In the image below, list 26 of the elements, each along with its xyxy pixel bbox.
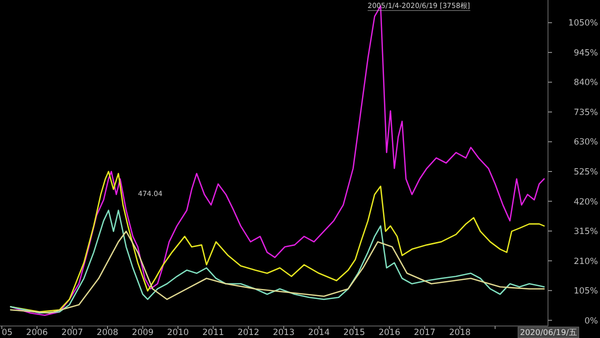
x-tick-label: 2010: [167, 328, 189, 338]
x-tick-label: 05: [2, 328, 13, 338]
y-tick-label: 420%: [574, 197, 598, 208]
y-tick-label: 0%: [584, 316, 598, 326]
annotation: 2020/06/19/五: [518, 326, 580, 338]
x-tick-label: 2013: [272, 328, 295, 338]
x-tick-label: 2006: [26, 328, 48, 338]
x-tick-label: 2009: [132, 328, 154, 338]
x-tick-label: 2016: [378, 328, 400, 338]
x-tick-label: 2008: [96, 328, 118, 338]
x-tick-label: 2015: [343, 328, 365, 338]
x-tick-label: 2011: [202, 328, 224, 338]
x-tick-label: 2012: [238, 328, 260, 338]
y-tick-label: 1050%: [568, 18, 598, 29]
x-tick-label: 2014: [308, 328, 330, 338]
y-tick-label: 210%: [574, 256, 598, 267]
y-tick-label: 525%: [574, 168, 598, 178]
y-tick-label: 945%: [574, 48, 598, 58]
y-tick-label: 315%: [574, 227, 598, 238]
y-tick-label: 630%: [574, 138, 598, 148]
y-tick-label: 105%: [574, 286, 598, 297]
y-tick-label: 840%: [574, 78, 598, 88]
x-tick-label: 2007: [61, 328, 84, 338]
y-tick-label: 735%: [574, 108, 598, 118]
x-tick-label: 2017: [414, 328, 436, 338]
x-tick-label: 2018: [449, 328, 471, 338]
